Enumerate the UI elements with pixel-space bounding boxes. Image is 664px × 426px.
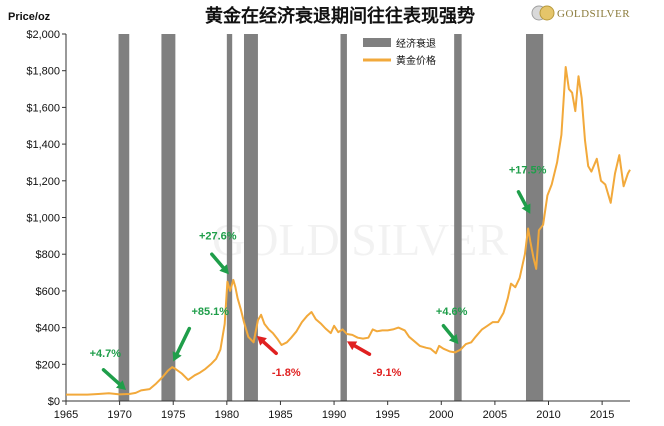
annotation-label: +4.7% (90, 348, 122, 360)
x-tick-label: 2000 (429, 409, 453, 421)
annotation-arrow (101, 368, 122, 386)
y-axis-label: Price/oz (8, 11, 51, 23)
annotation-label: -9.1% (373, 367, 402, 379)
legend-swatch-recession (363, 38, 391, 47)
annotation-arrowhead (346, 341, 358, 351)
y-tick-label: $800 (36, 249, 60, 261)
x-tick-label: 1990 (322, 409, 346, 421)
recession-band (243, 34, 258, 401)
y-tick-label: $1,400 (26, 139, 60, 151)
y-tick-label: $1,600 (26, 102, 60, 114)
annotation-arrow (210, 252, 225, 270)
axes: $0 $200 $400 $600 $800 $1,000 $1,200 $1,400 $1,6… (26, 29, 630, 421)
annotation-arrowhead (172, 351, 182, 362)
recession-band (340, 34, 347, 401)
gold-coin-icon (539, 5, 555, 21)
annotation-label: -1.8% (272, 367, 301, 379)
annotation-arrow (516, 190, 528, 208)
x-tick-label: 1970 (107, 409, 131, 421)
annotation-arrowhead (448, 333, 459, 345)
annotation-arrowhead (219, 264, 229, 275)
x-tick-label: 2005 (483, 409, 507, 421)
x-tick-label: 1995 (375, 409, 399, 421)
y-tick-label: $400 (36, 323, 60, 335)
legend: 经济衰退 黄金价格 (363, 37, 436, 67)
chart-title: 黄金在经济衰退期间往往表现强势 (205, 5, 475, 27)
y-tick-label: $200 (36, 359, 60, 371)
x-tick-label: 1965 (54, 409, 78, 421)
x-tick-label: 1980 (215, 409, 239, 421)
annotation-arrowhead (256, 335, 267, 346)
recession-band (454, 34, 462, 401)
price-line (66, 66, 631, 396)
annotation-arrow (261, 340, 278, 356)
x-tick-label: 2015 (590, 409, 614, 421)
recession-band (525, 34, 544, 401)
x-tick-label: 1985 (268, 409, 292, 421)
logo-text: GOLDSILVER (557, 8, 630, 20)
annotation-label: +17.5% (509, 164, 547, 176)
annotation-arrow (175, 326, 192, 356)
annotation-label: +4.6% (436, 306, 468, 318)
recession-band (226, 34, 233, 401)
y-tick-label: $1,800 (26, 66, 60, 78)
annotation-arrow (352, 344, 372, 356)
y-tick-label: $1,000 (26, 213, 60, 225)
y-tick-label: $2,000 (26, 29, 60, 41)
recession-bands (118, 34, 544, 401)
x-tick-label: 1975 (161, 409, 185, 421)
annotation-label: +27.6% (199, 231, 237, 243)
x-tick-label: 2010 (536, 409, 560, 421)
goldsilver-logo: GOLDSILVER (531, 5, 630, 21)
y-tick-label: $1,200 (26, 176, 60, 188)
y-tick-label: $600 (36, 286, 60, 298)
recession-band (118, 34, 130, 401)
legend-label-recession: 经济衰退 (396, 37, 436, 50)
recession-band (161, 34, 176, 401)
y-tick-label: $0 (48, 396, 60, 408)
annotation-label: +85.1% (191, 306, 229, 318)
annotation-arrow (441, 324, 455, 339)
annotation-arrowhead (116, 380, 127, 390)
series-line-gold-price (66, 66, 631, 396)
legend-label-gold: 黄金价格 (396, 54, 436, 67)
annotation-arrowhead (521, 203, 531, 214)
annotations: +4.7% +85.1% +27.6% -1.8% -9.1% +4.6% +17.5% (90, 164, 547, 390)
